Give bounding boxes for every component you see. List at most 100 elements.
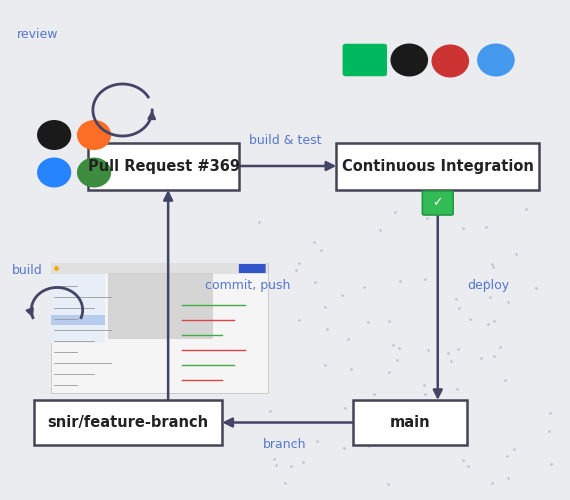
Point xyxy=(522,205,531,213)
Point xyxy=(481,222,490,230)
Point xyxy=(280,480,290,488)
Point xyxy=(421,390,430,398)
Point xyxy=(453,386,462,394)
Point xyxy=(341,404,350,412)
Circle shape xyxy=(77,158,111,188)
FancyBboxPatch shape xyxy=(51,262,268,274)
Point xyxy=(385,368,394,376)
Text: snir/feature-branch: snir/feature-branch xyxy=(48,415,209,430)
Point xyxy=(254,218,263,226)
Text: main: main xyxy=(390,415,431,430)
Point xyxy=(369,390,378,398)
Point xyxy=(344,335,353,343)
Text: branch: branch xyxy=(263,438,307,450)
FancyBboxPatch shape xyxy=(51,262,268,392)
FancyBboxPatch shape xyxy=(51,262,105,343)
Point xyxy=(463,438,472,446)
Point xyxy=(532,284,541,292)
Circle shape xyxy=(37,120,71,150)
FancyBboxPatch shape xyxy=(343,44,387,76)
Point xyxy=(265,407,274,415)
Point xyxy=(294,316,303,324)
FancyBboxPatch shape xyxy=(336,142,539,190)
FancyBboxPatch shape xyxy=(353,400,467,445)
Point xyxy=(351,398,360,406)
FancyBboxPatch shape xyxy=(108,273,212,338)
Point xyxy=(488,263,498,271)
Text: build: build xyxy=(11,264,42,276)
Point xyxy=(394,344,404,351)
Circle shape xyxy=(390,44,428,76)
Circle shape xyxy=(431,44,469,78)
Point xyxy=(454,304,463,312)
Point xyxy=(419,408,428,416)
Point xyxy=(376,226,385,234)
Point xyxy=(443,348,453,356)
Point xyxy=(390,208,400,216)
Point xyxy=(364,318,373,326)
Point xyxy=(547,460,556,468)
Point xyxy=(446,356,455,364)
Point xyxy=(384,480,393,488)
Point xyxy=(294,259,303,267)
Text: ✓: ✓ xyxy=(433,196,443,209)
Point xyxy=(291,439,300,447)
FancyBboxPatch shape xyxy=(422,191,453,215)
Point xyxy=(454,345,463,353)
Point xyxy=(396,278,405,285)
Point xyxy=(495,342,504,350)
Point xyxy=(384,316,393,324)
Point xyxy=(388,340,397,348)
Point xyxy=(423,214,432,222)
Point xyxy=(386,398,395,406)
Point xyxy=(309,238,318,246)
Point xyxy=(458,224,467,232)
Point xyxy=(545,409,554,417)
Text: Pull Request #369: Pull Request #369 xyxy=(88,159,240,174)
FancyBboxPatch shape xyxy=(51,314,105,325)
Point xyxy=(270,454,279,462)
Point xyxy=(463,462,473,469)
Point xyxy=(510,446,519,454)
Point xyxy=(490,352,499,360)
Text: commit, push: commit, push xyxy=(205,278,291,291)
Point xyxy=(312,436,321,444)
Point xyxy=(287,462,296,470)
Point xyxy=(503,298,512,306)
Point xyxy=(339,444,348,452)
Point xyxy=(364,442,373,450)
Point xyxy=(500,376,510,384)
Point xyxy=(482,276,491,284)
Point xyxy=(394,434,403,442)
Point xyxy=(299,458,308,466)
Text: Continuous Integration: Continuous Integration xyxy=(341,159,534,174)
Point xyxy=(317,246,326,254)
Text: review: review xyxy=(17,28,59,42)
Point xyxy=(291,266,300,274)
Point xyxy=(261,358,270,366)
FancyBboxPatch shape xyxy=(34,400,222,445)
Text: build & test: build & test xyxy=(249,134,321,147)
Point xyxy=(465,314,474,322)
Point xyxy=(320,303,329,311)
Point xyxy=(544,428,553,436)
Point xyxy=(487,260,496,268)
Point xyxy=(477,354,486,362)
Point xyxy=(323,326,332,334)
Point xyxy=(320,360,329,368)
Point xyxy=(271,460,280,468)
Point xyxy=(420,275,429,283)
Point xyxy=(347,366,356,374)
Point xyxy=(359,283,368,291)
Point xyxy=(393,356,402,364)
Point xyxy=(311,278,320,286)
Point xyxy=(486,294,495,302)
Point xyxy=(337,291,346,299)
Point xyxy=(443,207,452,215)
Point xyxy=(488,480,497,488)
Circle shape xyxy=(477,44,515,76)
Point xyxy=(490,318,499,326)
Circle shape xyxy=(77,120,111,150)
Circle shape xyxy=(37,158,71,188)
Point xyxy=(502,452,511,460)
